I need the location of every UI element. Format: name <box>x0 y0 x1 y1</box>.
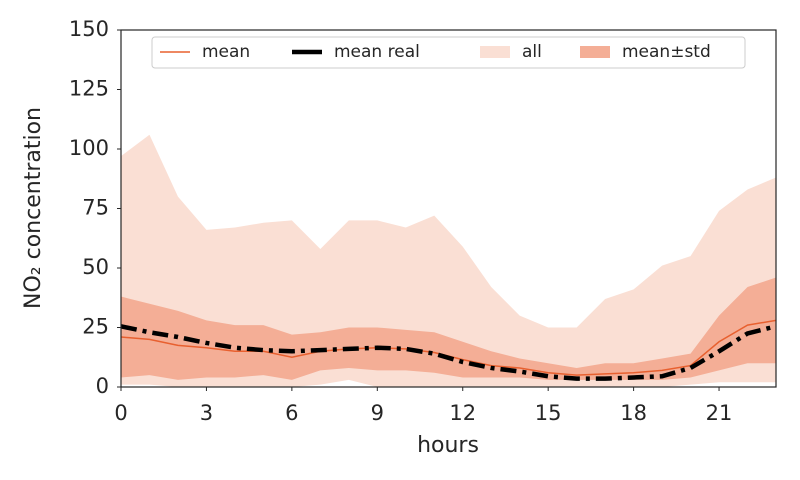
legend-label: mean±std <box>622 42 711 62</box>
line <box>120 324 777 381</box>
legend-swatch <box>480 46 510 58</box>
y-tick-label: 75 <box>82 196 109 220</box>
y-tick-label: 0 <box>96 374 109 398</box>
y-tick-label: 25 <box>82 315 109 339</box>
band <box>121 277 776 380</box>
legend: mean mean real all mean±std <box>151 36 746 69</box>
legend-label: all <box>522 42 542 62</box>
x-tick-label: 9 <box>371 401 384 425</box>
x-tick-label: 12 <box>449 401 476 425</box>
x-tick-label: 0 <box>114 401 127 425</box>
y-tick-label: 100 <box>69 136 109 160</box>
x-tick-label: 6 <box>285 401 298 425</box>
x-tick-label: 18 <box>620 401 647 425</box>
y-tick-label: 150 <box>69 17 109 41</box>
x-tick-label: 3 <box>200 401 213 425</box>
legend-swatch <box>580 46 610 58</box>
y-tick-label: 50 <box>82 255 109 279</box>
x-tick-label: 15 <box>535 401 562 425</box>
x-axis-label: hours <box>417 433 479 458</box>
legend-box <box>151 36 746 69</box>
legend-label: mean real <box>334 42 420 62</box>
band <box>121 134 776 387</box>
x-tick-label: 21 <box>706 401 733 425</box>
y-tick-label: 125 <box>69 77 109 101</box>
y-axis-label: NO₂ concentration <box>21 107 46 309</box>
legend-label: mean <box>202 42 250 62</box>
